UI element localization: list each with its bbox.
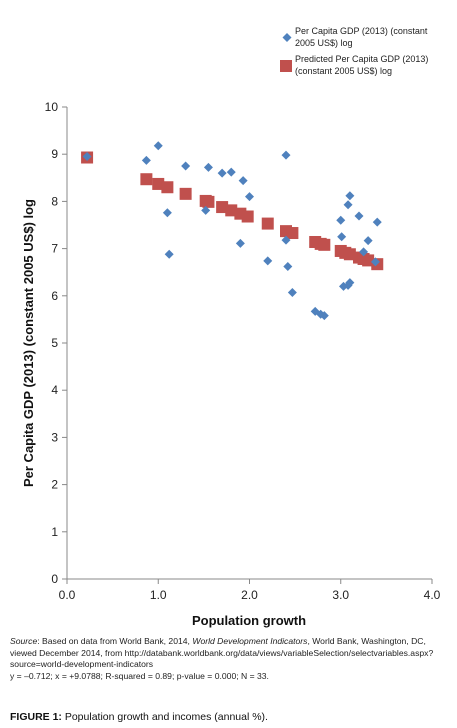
x-tick-labels: 0.0 1.0 2.0 3.0 4.0	[59, 588, 441, 602]
x-tick-label: 0.0	[59, 588, 76, 602]
observed-point	[363, 236, 373, 246]
y-axis-title: Per Capita GDP (2013) (constant 2005 US$…	[21, 199, 36, 487]
observed-point	[263, 256, 273, 266]
observed-series	[82, 141, 382, 321]
y-tick-label: 4	[51, 383, 58, 397]
observed-point	[343, 200, 353, 210]
predicted-point	[286, 227, 299, 240]
legend-square-marker	[280, 60, 292, 72]
predicted-point	[179, 187, 192, 200]
predicted-point	[225, 204, 238, 217]
predicted-point	[343, 248, 356, 261]
legend-label-predicted-line1: Predicted Per Capita GDP (2013)	[295, 54, 428, 64]
x-axis-title: Population growth	[192, 613, 306, 628]
figure-title: Population growth and incomes (annual %)…	[61, 711, 268, 723]
observed-point	[181, 161, 191, 171]
x-tick-label: 3.0	[332, 588, 349, 602]
predicted-point	[362, 254, 375, 267]
observed-point	[238, 176, 248, 186]
regression-stats: y = –0.712; x = +9.0788; R-squared = 0.8…	[10, 670, 269, 681]
x-tick-label: 2.0	[241, 588, 258, 602]
predicted-point	[140, 173, 153, 186]
scatter-chart: 0 1 2 3 4 5 6 7 8 9 10 0.0 1.0 2.0 3.0 4.0 Population …	[21, 26, 441, 628]
predicted-point	[318, 238, 331, 251]
y-tick-label: 1	[51, 525, 58, 539]
figure-number: FIGURE 1:	[10, 711, 62, 723]
legend-label-observed-line2: 2005 US$) log	[295, 38, 353, 48]
y-tick-label: 3	[51, 430, 58, 444]
y-tick-label: 9	[51, 147, 58, 161]
observed-point	[372, 217, 382, 227]
observed-point	[164, 249, 174, 259]
observed-point	[217, 168, 227, 178]
observed-point	[319, 311, 329, 321]
observed-point	[245, 192, 254, 202]
predicted-point	[202, 195, 215, 208]
observed-point	[336, 215, 346, 225]
observed-point	[354, 211, 364, 221]
observed-point	[345, 278, 355, 288]
y-tick-label: 10	[45, 100, 59, 114]
legend: Per Capita GDP (2013) (constant 2005 US$…	[280, 26, 428, 76]
predicted-point	[261, 217, 274, 230]
source-details: , World Bank, Washington, DC, viewed Dec…	[10, 636, 434, 669]
figure-caption: FIGURE 1: Population growth and incomes …	[10, 711, 450, 723]
y-tick-label: 0	[51, 572, 58, 586]
predicted-point	[161, 181, 174, 194]
legend-label-predicted-line2: (constant 2005 US$) log	[295, 66, 392, 76]
y-tick-labels: 0 1 2 3 4 5 6 7 8 9 10	[45, 100, 59, 586]
x-tick-label: 4.0	[424, 588, 441, 602]
y-tick-label: 2	[51, 478, 58, 492]
observed-point	[235, 238, 245, 248]
observed-point	[337, 232, 347, 242]
x-tick-label: 1.0	[150, 588, 167, 602]
predicted-point	[216, 201, 229, 214]
observed-point	[153, 141, 163, 151]
predicted-series	[81, 151, 384, 271]
observed-point	[370, 257, 380, 267]
observed-point	[203, 162, 213, 172]
observed-point	[287, 287, 297, 297]
observed-point	[281, 150, 291, 160]
legend-diamond-marker	[282, 33, 292, 42]
observed-point	[162, 208, 172, 218]
observed-point	[82, 152, 92, 162]
y-tick-label: 8	[51, 194, 58, 208]
y-tick-label: 5	[51, 336, 58, 350]
y-tick-label: 6	[51, 289, 58, 303]
observed-point	[201, 205, 211, 215]
observed-point	[281, 235, 291, 245]
observed-point	[345, 191, 355, 201]
observed-point	[283, 262, 293, 272]
legend-label-observed-line1: Per Capita GDP (2013) (constant	[295, 26, 428, 36]
source-title: World Development Indicators	[192, 636, 308, 646]
observed-point	[226, 167, 236, 177]
figure-source-note: Source: Based on data from World Bank, 2…	[10, 636, 450, 682]
predicted-point	[152, 177, 165, 190]
predicted-point	[241, 210, 254, 223]
source-intro: : Based on data from World Bank, 2014,	[37, 636, 193, 646]
observed-point	[359, 247, 369, 257]
chart-axes	[62, 106, 433, 584]
y-tick-label: 7	[51, 242, 58, 256]
source-label: Source	[10, 636, 38, 646]
observed-point	[141, 155, 151, 165]
